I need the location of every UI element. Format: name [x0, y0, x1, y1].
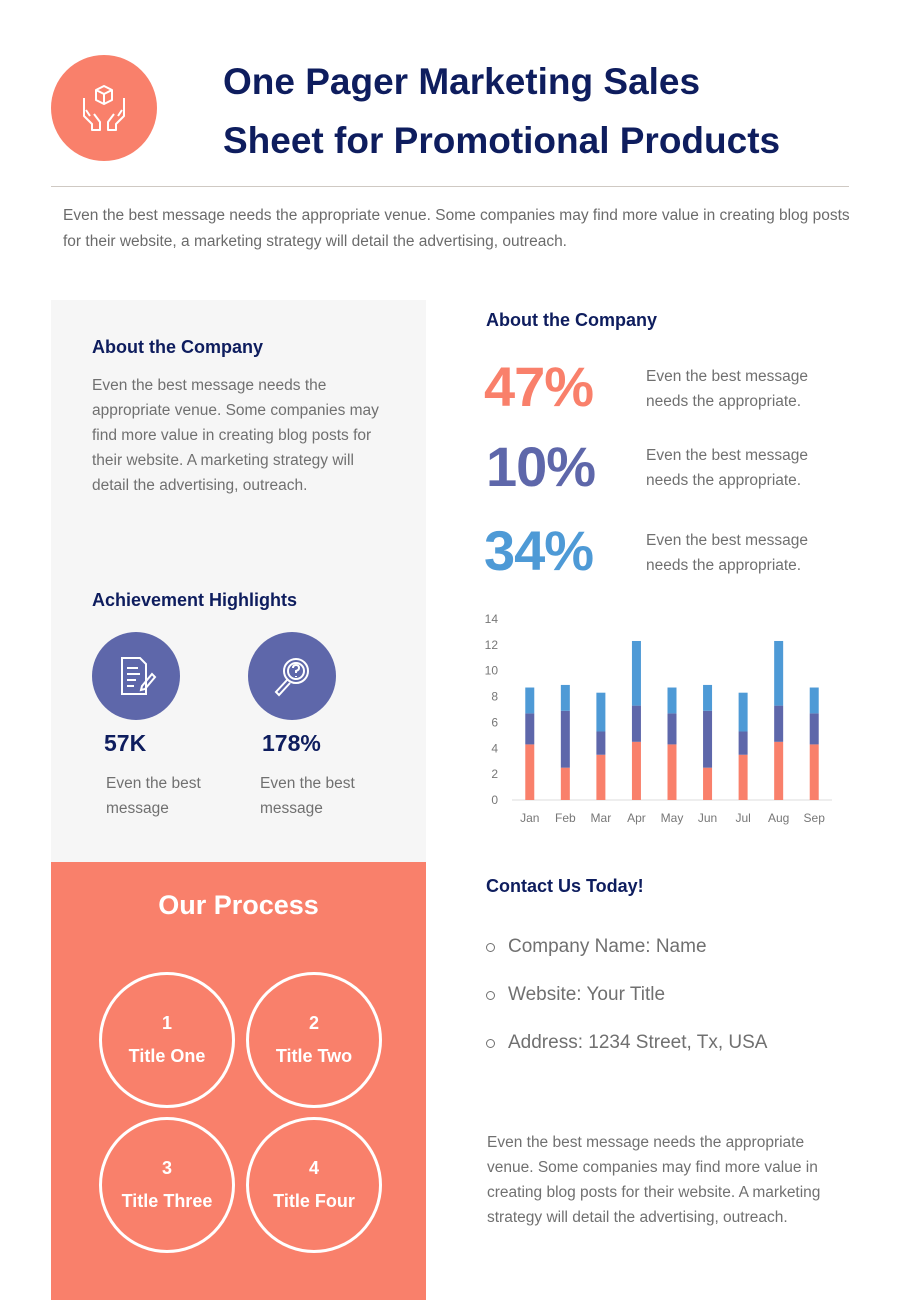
bullet-icon: [486, 942, 495, 952]
achievement-item: 57K Even the best message: [92, 632, 236, 821]
bar-segment: [703, 710, 713, 768]
magnifier-question-icon: [248, 632, 336, 720]
bar-segment: [525, 687, 535, 714]
x-tick-label: Mar: [591, 811, 612, 825]
step-title: Title Four: [273, 1191, 355, 1211]
stat-text: Even the best message needs the appropri…: [646, 368, 808, 410]
process-step: 1 Title One: [99, 972, 235, 1108]
y-tick-label: 2: [491, 767, 498, 781]
y-tick-label: 0: [491, 793, 498, 807]
step-title: Title Three: [121, 1191, 213, 1211]
contact-item: Address: 1234 Street, Tx, USA: [486, 1032, 767, 1054]
bar-segment: [809, 713, 819, 745]
intro-text: Even the best message needs the appropri…: [63, 207, 850, 250]
contact-item-text: Company Name: Name: [508, 936, 707, 957]
bullet-icon: [486, 1038, 495, 1048]
achievements-heading: Achievement Highlights: [92, 590, 298, 610]
bullet-icon: [486, 990, 495, 1000]
contact-item-text: Website: Your Title: [508, 984, 666, 1005]
bar-segment: [774, 640, 784, 706]
bar-segment: [560, 684, 570, 711]
bar-segment: [596, 692, 606, 732]
bar-segment: [596, 754, 606, 800]
bar-segment: [703, 767, 713, 800]
contact-item-text: Address: 1234 Street, Tx, USA: [508, 1032, 768, 1053]
bar-segment: [774, 705, 784, 742]
logo-badge: [51, 55, 157, 161]
bar-segment: [596, 731, 606, 755]
bar-segment: [738, 731, 748, 755]
y-tick-label: 10: [485, 664, 499, 678]
stat-text: Even the best message needs the appropri…: [646, 532, 808, 574]
stacked-bar-chart: 0 2 4 6 8 10 12 14 Jan Feb Mar Apr May Jun Jul Aug Sep: [485, 612, 832, 825]
bar-segment: [667, 687, 677, 714]
step-number: 4: [308, 1158, 319, 1178]
contact-item: Company Name: Name: [486, 936, 707, 958]
divider: [51, 186, 849, 187]
step-number: 1: [161, 1013, 172, 1033]
contact-heading: Contact Us Today!: [486, 876, 644, 896]
bar-segment: [703, 684, 713, 711]
document-pen-icon: [92, 632, 180, 720]
process-step: 2 Title Two: [246, 972, 382, 1108]
achievement-text: Even the best message: [106, 775, 201, 817]
bar-segment: [738, 692, 748, 732]
stat-value: 34%: [484, 519, 594, 582]
bar-segment: [525, 744, 535, 800]
process-panel: Our Process 1 Title One 2 Title Two 3 Title…: [51, 862, 426, 1300]
bar-segment: [631, 741, 641, 800]
title-line-1: One Pager Marketing Sales: [223, 61, 701, 102]
bar-segment: [774, 741, 784, 800]
x-tick-label: Jul: [735, 811, 750, 825]
y-tick-label: 12: [485, 638, 499, 652]
bar-segment: [809, 687, 819, 714]
achievement-text: Even the best message: [260, 775, 355, 817]
x-tick-label: Jun: [698, 811, 717, 825]
stat-text: Even the best message needs the appropri…: [646, 447, 808, 489]
x-tick-label: Aug: [768, 811, 789, 825]
step-title: Title One: [128, 1046, 206, 1066]
bar-segment: [809, 744, 819, 800]
achievement-value: 178%: [262, 730, 321, 756]
bar-segment: [738, 754, 748, 800]
stat-value: 47%: [484, 355, 594, 418]
bar-segment: [631, 705, 641, 742]
step-number: 2: [308, 1013, 319, 1033]
step-number: 3: [161, 1158, 172, 1178]
y-tick-label: 4: [491, 741, 498, 755]
process-heading: Our Process: [158, 890, 319, 920]
left-panel: About the Company Even the best message …: [51, 300, 426, 862]
hands-holding-box-icon: [83, 85, 125, 131]
contact-text: Even the best message needs the appropri…: [487, 1134, 821, 1226]
contact-item: Website: Your Title: [486, 984, 665, 1006]
bar-segment: [560, 710, 570, 768]
achievement-item: 178% Even the best message: [248, 632, 390, 821]
bar-segment: [525, 713, 535, 745]
y-tick-label: 14: [485, 612, 499, 626]
about-text: Even the best message needs the appropri…: [92, 377, 379, 494]
x-tick-label: Sep: [804, 811, 826, 825]
y-tick-label: 8: [491, 690, 498, 704]
stat-value: 10%: [486, 435, 596, 498]
achievement-value: 57K: [104, 730, 147, 756]
about-heading: About the Company: [92, 337, 263, 357]
step-title: Title Two: [275, 1046, 353, 1066]
x-tick-label: Apr: [627, 811, 646, 825]
bar-segment: [560, 767, 570, 800]
bar-segment: [667, 713, 677, 745]
bar-segment: [667, 744, 677, 800]
process-step: 4 Title Four: [246, 1117, 382, 1253]
x-tick-label: Feb: [555, 811, 576, 825]
x-tick-label: May: [661, 811, 684, 825]
process-step: 3 Title Three: [99, 1117, 235, 1253]
page-title: One Pager Marketing Sales Sheet for Prom…: [223, 52, 883, 170]
y-tick-label: 6: [491, 715, 498, 729]
x-tick-label: Jan: [520, 811, 539, 825]
title-line-2: Sheet for Promotional Products: [223, 120, 781, 161]
bar-segment: [631, 640, 641, 706]
about-right-heading: About the Company: [486, 310, 657, 330]
